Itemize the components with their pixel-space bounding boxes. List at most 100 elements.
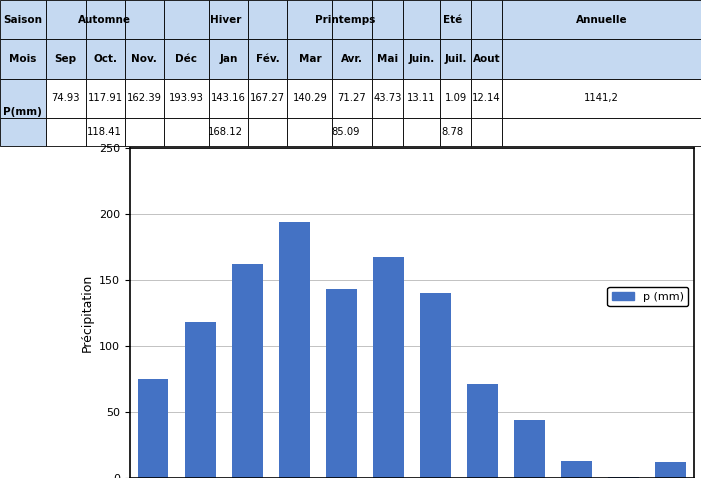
- Bar: [372, 79, 403, 118]
- Bar: [0, 39, 46, 79]
- Bar: [248, 39, 287, 79]
- Bar: [287, 118, 332, 146]
- Text: P(mm): P(mm): [4, 107, 42, 117]
- Bar: [248, 0, 287, 39]
- Bar: [467, 384, 498, 478]
- Bar: [248, 118, 287, 146]
- Bar: [403, 79, 440, 118]
- Bar: [125, 39, 164, 79]
- Text: Juil.: Juil.: [444, 54, 467, 64]
- Bar: [125, 0, 164, 39]
- Bar: [502, 118, 701, 146]
- Bar: [232, 264, 263, 478]
- Bar: [164, 118, 209, 146]
- Text: Annuelle: Annuelle: [576, 15, 627, 25]
- Bar: [209, 0, 248, 39]
- Bar: [608, 477, 639, 478]
- Text: Avr.: Avr.: [341, 54, 363, 64]
- Bar: [440, 0, 471, 39]
- Bar: [248, 79, 287, 118]
- Bar: [164, 79, 209, 118]
- Text: 140.29: 140.29: [292, 93, 327, 103]
- Bar: [138, 379, 168, 478]
- Text: Sep: Sep: [55, 54, 76, 64]
- Text: Eté: Eté: [443, 15, 462, 25]
- Bar: [86, 0, 125, 39]
- Bar: [86, 79, 125, 118]
- Bar: [287, 39, 332, 79]
- Text: Mai: Mai: [376, 54, 398, 64]
- Text: Saison: Saison: [4, 15, 42, 25]
- Bar: [86, 39, 125, 79]
- Bar: [403, 118, 440, 146]
- Text: 117.91: 117.91: [88, 93, 123, 103]
- Text: Oct.: Oct.: [93, 54, 117, 64]
- Text: Printemps: Printemps: [315, 15, 376, 25]
- Bar: [471, 39, 502, 79]
- Bar: [502, 39, 701, 79]
- Bar: [440, 118, 471, 146]
- Legend: p (mm): p (mm): [608, 287, 688, 306]
- Text: 74.93: 74.93: [51, 93, 80, 103]
- Bar: [46, 0, 86, 39]
- Text: 13.11: 13.11: [407, 93, 436, 103]
- Text: 12.14: 12.14: [472, 93, 501, 103]
- Text: Aout: Aout: [472, 54, 501, 64]
- Bar: [164, 0, 209, 39]
- Bar: [0, 79, 46, 118]
- Text: 71.27: 71.27: [337, 93, 367, 103]
- Bar: [372, 0, 403, 39]
- Text: 43.73: 43.73: [373, 93, 402, 103]
- Bar: [471, 118, 502, 146]
- Bar: [440, 39, 471, 79]
- Bar: [372, 39, 403, 79]
- Bar: [332, 79, 372, 118]
- Bar: [185, 323, 215, 478]
- Text: Mar: Mar: [299, 54, 321, 64]
- Bar: [471, 0, 502, 39]
- Text: 118.41: 118.41: [88, 127, 122, 137]
- Y-axis label: Précipitation: Précipitation: [81, 274, 93, 352]
- Bar: [209, 39, 248, 79]
- Bar: [403, 0, 440, 39]
- Bar: [332, 39, 372, 79]
- Bar: [514, 420, 545, 478]
- Bar: [287, 79, 332, 118]
- Bar: [502, 0, 701, 39]
- Bar: [209, 79, 248, 118]
- Bar: [125, 118, 164, 146]
- Bar: [86, 118, 125, 146]
- Bar: [46, 39, 86, 79]
- Text: 168.12: 168.12: [208, 127, 243, 137]
- Bar: [420, 293, 451, 478]
- Bar: [287, 0, 332, 39]
- Bar: [332, 118, 372, 146]
- Text: Nov.: Nov.: [132, 54, 157, 64]
- Bar: [46, 79, 86, 118]
- Text: Mois: Mois: [9, 54, 36, 64]
- Bar: [332, 0, 372, 39]
- Text: 1141,2: 1141,2: [584, 93, 619, 103]
- Text: 162.39: 162.39: [127, 93, 162, 103]
- Bar: [0, 0, 46, 39]
- Bar: [655, 462, 686, 478]
- Text: Hiver: Hiver: [210, 15, 241, 25]
- Text: Automne: Automne: [79, 15, 131, 25]
- Bar: [372, 118, 403, 146]
- Text: 85.09: 85.09: [331, 127, 360, 137]
- Bar: [279, 222, 310, 478]
- Bar: [326, 289, 357, 478]
- Text: Fév.: Fév.: [256, 54, 280, 64]
- Bar: [373, 257, 404, 478]
- Text: Juin.: Juin.: [409, 54, 435, 64]
- Bar: [561, 461, 592, 478]
- Bar: [209, 118, 248, 146]
- Text: Jan: Jan: [219, 54, 238, 64]
- Bar: [164, 39, 209, 79]
- Text: 193.93: 193.93: [169, 93, 204, 103]
- Text: 8.78: 8.78: [442, 127, 463, 137]
- Bar: [125, 79, 164, 118]
- Bar: [440, 79, 471, 118]
- Bar: [46, 118, 86, 146]
- Bar: [471, 79, 502, 118]
